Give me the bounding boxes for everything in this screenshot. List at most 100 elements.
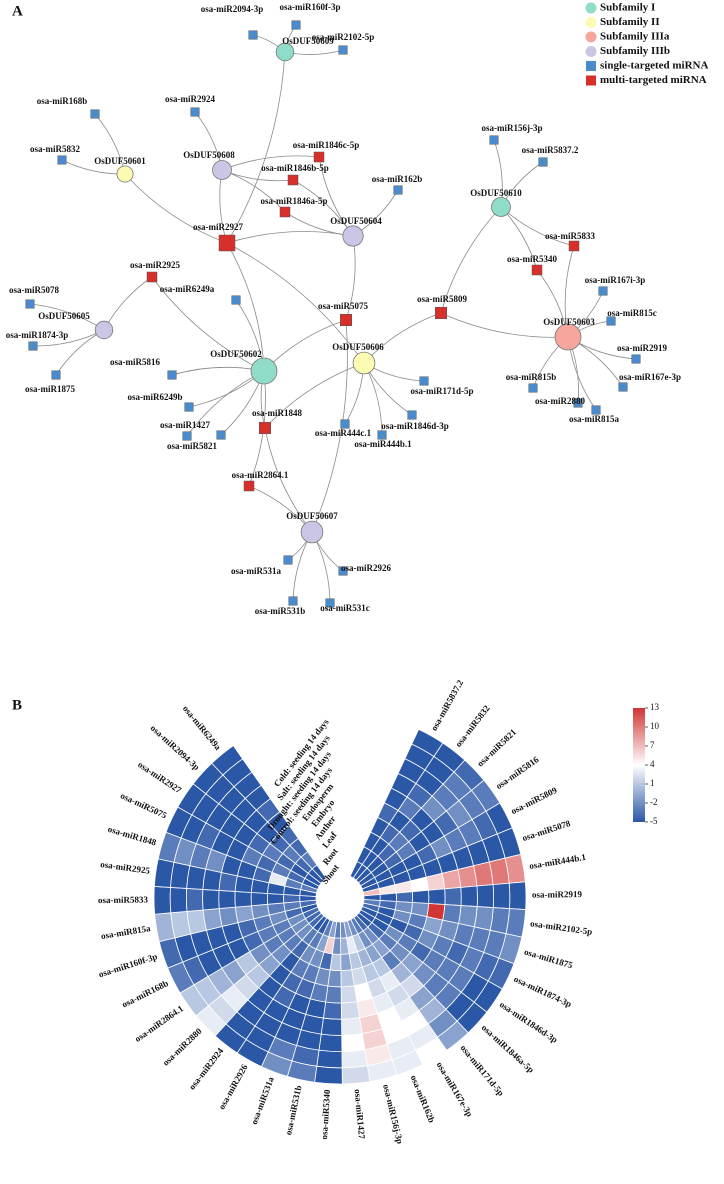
edge xyxy=(226,242,265,372)
node-label: osa-miR1848 xyxy=(252,408,302,418)
column-label: osa-miR156j-3p xyxy=(381,1083,405,1145)
column-label: osa-miR2864.1 xyxy=(133,1003,186,1044)
mirna-node xyxy=(190,107,200,117)
column-label: osa-miR171d-5p xyxy=(458,1043,506,1098)
heat-cell xyxy=(341,1049,368,1069)
colorbar-label: -5 xyxy=(650,816,658,826)
column-label: osa-miR5075 xyxy=(119,790,169,820)
mirna-node xyxy=(419,376,429,386)
mirna-node xyxy=(338,45,348,55)
colorbar-label: -2 xyxy=(650,797,658,807)
node-label: osa-miR1846d-3p xyxy=(381,421,449,431)
node-label: OsDUF50604 xyxy=(330,216,382,226)
panel-label: B xyxy=(12,697,22,713)
column-label: osa-miR5833 xyxy=(98,894,149,905)
heat-cell xyxy=(325,985,342,1004)
mirna-node xyxy=(287,174,299,186)
legend-label: single-targeted miRNA xyxy=(600,60,709,72)
heat-cell xyxy=(283,894,301,904)
heat-cell xyxy=(267,893,285,905)
colorbar xyxy=(633,708,645,822)
mirna-node xyxy=(57,155,67,165)
heat-cell xyxy=(186,888,204,912)
node-label: osa-miR815a xyxy=(569,414,619,424)
edge xyxy=(221,155,320,171)
mirna-node xyxy=(259,422,271,434)
row-label: Root xyxy=(321,846,340,867)
mirna-node xyxy=(618,382,628,392)
node-label: osa-miR531a xyxy=(231,566,281,576)
edge xyxy=(124,173,228,244)
node-label: osa-miR5821 xyxy=(167,441,217,451)
mirna-node xyxy=(51,370,61,380)
legend-marker xyxy=(585,46,597,57)
node-label: osa-miR2925 xyxy=(130,260,180,270)
edge xyxy=(226,231,354,244)
heat-cell xyxy=(508,881,527,911)
gene-node xyxy=(342,225,364,247)
heat-cell xyxy=(202,889,220,911)
heat-cell xyxy=(314,1065,343,1085)
column-label: osa-miR444b.1 xyxy=(529,852,588,871)
mirna-node xyxy=(631,354,641,364)
node-label: osa-miR2927 xyxy=(193,222,243,232)
node-label: OsDUF50605 xyxy=(38,311,90,321)
heat-cell xyxy=(340,1001,361,1020)
mirna-node xyxy=(407,410,417,420)
mirna-node xyxy=(338,566,348,576)
mirna-node xyxy=(377,430,387,440)
heat-cell xyxy=(316,1049,343,1069)
gene-node xyxy=(554,323,582,351)
gene-node xyxy=(275,42,295,62)
heat-cell xyxy=(441,869,462,890)
mirna-node xyxy=(146,271,158,283)
legend-label: Subfamily IIIb xyxy=(600,45,670,57)
colorbar-label: 7 xyxy=(650,740,655,750)
mirna-node xyxy=(216,430,226,440)
node-label: osa-miR5075 xyxy=(318,301,368,311)
column-label: osa-miR2094-3p xyxy=(149,723,202,772)
node-label: osa-miR444c.1 xyxy=(315,428,372,438)
mirna-node xyxy=(167,370,177,380)
mirna-node xyxy=(435,307,447,319)
column-label: osa-miR2924 xyxy=(187,1046,226,1092)
mirna-node xyxy=(182,431,192,441)
mirna-node xyxy=(28,341,38,351)
node-label: osa-miR815c xyxy=(607,308,657,318)
mirna-node xyxy=(288,596,298,606)
mirna-node xyxy=(25,299,35,309)
edge xyxy=(151,276,265,372)
legend-label: Subfamily I xyxy=(600,2,655,14)
column-label: osa-miR2102-5p xyxy=(530,918,593,936)
node-label: OsDUF50603 xyxy=(543,317,595,327)
mirna-node xyxy=(340,314,352,326)
node-label: osa-miR171d-5p xyxy=(410,386,473,396)
node-label: OsDUF50609 xyxy=(282,36,334,46)
node-label: osa-miR2924 xyxy=(165,94,215,104)
node-label: osa-miR2919 xyxy=(617,343,667,353)
column-label: osa-miR160f-3p xyxy=(97,951,158,979)
heatmap: osa-miR5837.2osa-miR5832osa-miR5821osa-m… xyxy=(97,678,659,1145)
node-label: OsDUF50606 xyxy=(332,342,384,352)
column-label: osa-miR1846a-5p xyxy=(480,1022,536,1074)
legend-marker xyxy=(586,75,596,86)
colorbar-label: 1 xyxy=(650,778,655,788)
column-label: osa-miR815a xyxy=(100,923,151,941)
node-label: osa-miR1874-3p xyxy=(6,330,69,340)
node-label: osa-miR2864.1 xyxy=(232,470,289,480)
nodes: OsDUF50609 OsDUF50610 OsDUF50602 OsDUF50601… xyxy=(6,2,681,616)
node-label: osa-miR5809 xyxy=(417,294,467,304)
node-label: OsDUF50601 xyxy=(94,156,146,166)
node-label: osa-miR6249b xyxy=(127,392,182,402)
column-label: osa-miR167e-3p xyxy=(435,1060,475,1118)
node-label: osa-miR531c xyxy=(320,603,370,613)
edge xyxy=(248,485,313,533)
mirna-node xyxy=(184,402,194,412)
heat-cell xyxy=(320,1017,343,1036)
column-label: osa-miR5837.2 xyxy=(429,678,466,733)
legend-marker xyxy=(586,61,596,71)
node-label: OsDUF50610 xyxy=(470,188,522,198)
column-label: osa-miR168b xyxy=(120,978,170,1009)
legend-label: multi-targeted miRNA xyxy=(600,74,707,86)
